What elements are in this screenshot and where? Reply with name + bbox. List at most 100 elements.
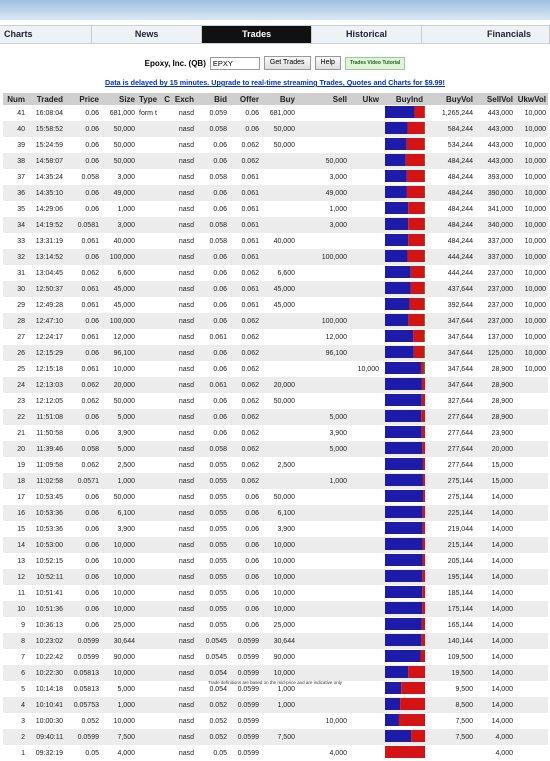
cell: 1,000 (297, 201, 349, 217)
cell (162, 585, 172, 601)
cell: 0.061 (65, 281, 101, 297)
cell: 11:51:08 (27, 409, 65, 425)
tab[interactable]: Trades (202, 26, 312, 43)
cell: 0.052 (65, 713, 101, 729)
cell (162, 329, 172, 345)
cell: 0.06 (229, 121, 261, 137)
cell (162, 281, 172, 297)
cell (162, 185, 172, 201)
cell (297, 601, 349, 617)
cell: nasd (172, 489, 196, 505)
cell (137, 361, 162, 377)
cell: 10:22:30 (27, 665, 65, 681)
cell (137, 505, 162, 521)
cell: 40,000 (101, 233, 137, 249)
cell: nasd (172, 569, 196, 585)
tab[interactable]: Charts (0, 26, 92, 43)
cell: 14:58:07 (27, 153, 65, 169)
buy-indicator-cell (381, 505, 425, 521)
cell: 275,144 (425, 473, 475, 489)
cell (349, 345, 381, 361)
cell (137, 297, 162, 313)
cell: 327,644 (425, 393, 475, 409)
symbol-input[interactable]: EPXY (210, 57, 260, 70)
buy-share (385, 106, 414, 118)
cell (349, 441, 381, 457)
help-button[interactable]: Help (315, 56, 341, 70)
cell: 0.06 (65, 313, 101, 329)
cell: 10,000 (297, 713, 349, 729)
unknown-share (424, 250, 425, 262)
cell (162, 521, 172, 537)
cell (261, 201, 297, 217)
buy-indicator (381, 521, 425, 535)
cell (137, 617, 162, 633)
cell: 0.062 (229, 425, 261, 441)
sell-share (414, 106, 424, 118)
cell: nasd (172, 649, 196, 665)
cell: nasd (172, 329, 196, 345)
buy-indicator (381, 105, 425, 119)
cell (297, 489, 349, 505)
cell (137, 649, 162, 665)
buy-share (385, 298, 410, 310)
cell: 49,000 (101, 185, 137, 201)
cell (137, 697, 162, 713)
cell: 4,000 (475, 745, 515, 761)
sell-share (408, 218, 424, 230)
cell: 0.06 (65, 105, 101, 121)
cell (162, 713, 172, 729)
cell: nasd (172, 697, 196, 713)
cell: 0.061 (229, 169, 261, 185)
cell: 275,144 (425, 489, 475, 505)
tab[interactable]: News (92, 26, 202, 43)
cell: 0.06 (196, 409, 229, 425)
cell: 444,244 (425, 249, 475, 265)
upgrade-link[interactable]: Data is delayed by 15 minutes. Upgrade t… (0, 78, 550, 87)
cell: 0.061 (65, 361, 101, 377)
tab[interactable]: Financials (422, 26, 550, 43)
sell-share (407, 186, 425, 198)
cell: nasd (172, 137, 196, 153)
buy-share (385, 442, 422, 454)
video-button[interactable]: Trades Video Tutorial (345, 57, 405, 70)
cell (162, 249, 172, 265)
cell: 7,500 (261, 729, 297, 745)
sell-share (422, 586, 425, 598)
cell (297, 297, 349, 313)
buy-share (385, 378, 422, 390)
buy-share (385, 330, 413, 342)
cell: nasd (172, 521, 196, 537)
search-bar: Epoxy, Inc. (QB) EPXY Get Trades Help Tr… (0, 56, 550, 70)
column-header: BuyVol (425, 93, 475, 105)
tab-bar: Charts News Trades Historical Financials (0, 25, 550, 44)
cell (297, 521, 349, 537)
sell-share (406, 154, 425, 166)
tab[interactable]: Historical (312, 26, 422, 43)
cell: nasd (172, 729, 196, 745)
cell: 10,000 (261, 569, 297, 585)
buy-share (385, 154, 406, 166)
cell (162, 633, 172, 649)
cell (515, 649, 548, 665)
cell: 0.06 (65, 137, 101, 153)
sell-share (411, 266, 425, 278)
cell: 12,000 (297, 329, 349, 345)
get-trades-button[interactable]: Get Trades (264, 56, 311, 70)
cell (137, 521, 162, 537)
cell: 4,000 (297, 745, 349, 761)
cell: 0.06 (65, 521, 101, 537)
cell: 0.06 (196, 153, 229, 169)
buy-indicator (381, 745, 425, 759)
cell: 40,000 (261, 233, 297, 249)
sell-share (423, 474, 425, 486)
cell: 0.055 (196, 537, 229, 553)
cell (162, 617, 172, 633)
column-header: UkwVol (515, 93, 548, 105)
cell (297, 585, 349, 601)
cell: 15:58:52 (27, 121, 65, 137)
cell (162, 441, 172, 457)
